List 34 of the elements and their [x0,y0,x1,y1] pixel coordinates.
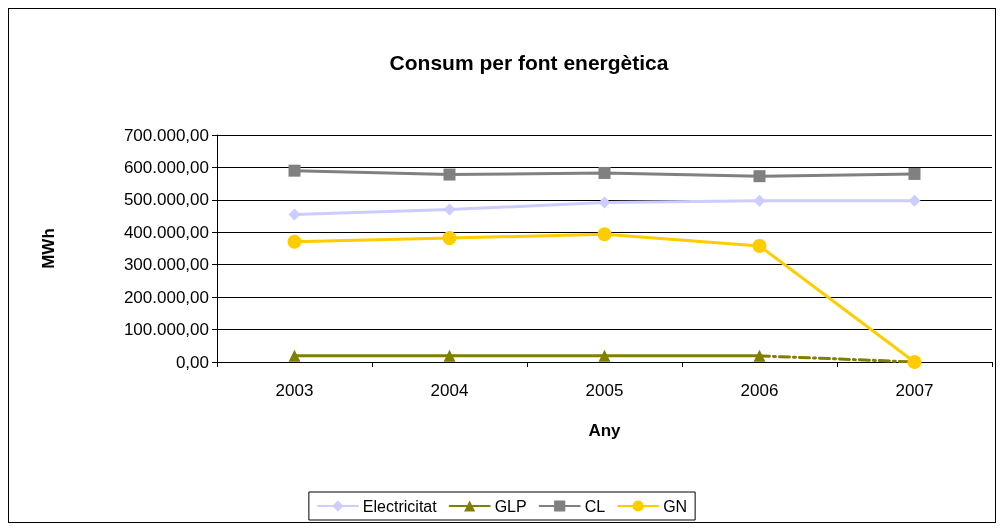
point [907,355,922,369]
point [287,234,302,249]
x-tick-label: 2006 [740,381,779,400]
legend-label: Electricitat [362,497,438,515]
point [597,227,612,242]
legend-label: GLP [494,497,527,515]
point [598,349,611,362]
x-axis-title: Any [588,421,622,440]
y-tick-label: 500.000,00 [123,190,209,210]
point [442,231,457,246]
y-tick-label: 100.000,00 [123,320,209,340]
y-tick-label: 200.000,00 [123,287,209,307]
legend-label: GN [663,497,688,515]
point [598,166,611,179]
x-tick-label: 2005 [585,381,624,400]
point [443,349,456,362]
point [752,238,767,253]
y-tick-label: 700.000,00 [123,125,209,145]
point [288,349,301,362]
point [753,349,766,362]
x-tick-label: 2003 [275,381,314,400]
chart-title: Consum per font energètica [389,51,669,74]
y-tick-label: 0,00 [175,352,209,372]
x-tick-label: 2004 [430,381,469,400]
y-tick-label: 600.000,00 [123,157,209,177]
point [288,164,301,177]
point [443,168,456,181]
point [753,170,766,183]
point [908,167,921,180]
x-tick-label: 2007 [895,381,934,400]
y-tick-label: 300.000,00 [123,255,209,275]
legend-label: CL [584,497,606,515]
y-tick-label: 400.000,00 [123,222,209,242]
y-axis-title: MWh [39,228,58,269]
